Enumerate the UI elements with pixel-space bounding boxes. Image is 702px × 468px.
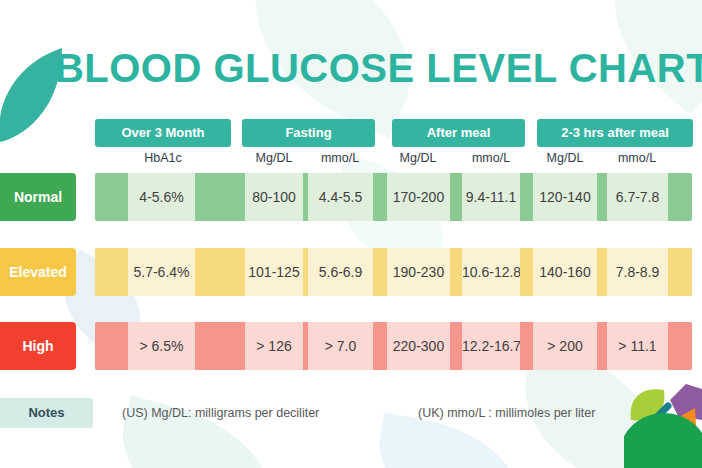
page-title: BLOOD GLUCOSE LEVEL CHART (55, 48, 702, 88)
table-row-normal: 4-5.6% 80-100 4.4-5.5 170-200 9.4-11.1 1… (95, 173, 692, 221)
row-separator (520, 322, 533, 370)
brand-logo (624, 384, 702, 468)
note-us-units: (US) Mg/DL: milligrams per deciliter (122, 405, 319, 421)
row-separator (95, 248, 128, 296)
column-header-over-3-month: Over 3 Month (95, 119, 231, 147)
column-header-2-3-hrs-after-meal: 2-3 hrs after meal (537, 119, 693, 147)
table-row-high: > 6.5% > 126 > 7.0 220-300 12.2-16.7 > 2… (95, 322, 692, 370)
subheader-after-meal-mmol: mmo/L (451, 150, 531, 166)
cell-elevated-fasting-mgdl: 101-125 (245, 248, 303, 296)
cell-normal-23hrs-mgdl: 120-140 (533, 173, 597, 221)
cell-normal-hba1c: 4-5.6% (128, 173, 195, 221)
row-separator (597, 173, 607, 221)
subheader-hba1c: HbA1c (123, 150, 203, 166)
cell-normal-after-meal-mmol: 9.4-11.1 (462, 173, 520, 221)
cell-high-fasting-mgdl: > 126 (245, 322, 303, 370)
row-separator (668, 173, 692, 221)
cell-high-after-meal-mgdl: 220-300 (387, 322, 450, 370)
column-header-after-meal: After meal (392, 119, 525, 147)
cell-high-after-meal-mmol: 12.2-16.7 (462, 322, 520, 370)
cell-elevated-after-meal-mgdl: 190-230 (387, 248, 450, 296)
row-separator (373, 248, 387, 296)
cell-high-23hrs-mmol: > 11.1 (607, 322, 668, 370)
notes-label: Notes (0, 398, 93, 428)
row-separator (195, 248, 245, 296)
row-separator (520, 248, 533, 296)
cell-normal-fasting-mgdl: 80-100 (245, 173, 303, 221)
row-separator (95, 322, 128, 370)
subheader-23hrs-mgdl: Mg/DL (525, 150, 605, 166)
subheader-fasting-mmol: mmo/L (300, 150, 380, 166)
cell-high-fasting-mmol: > 7.0 (308, 322, 373, 370)
row-label-high: High (0, 322, 76, 370)
row-separator (668, 248, 692, 296)
cell-elevated-fasting-mmol: 5.6-6.9 (308, 248, 373, 296)
cell-elevated-23hrs-mgdl: 140-160 (533, 248, 597, 296)
row-separator (450, 173, 462, 221)
row-separator (597, 248, 607, 296)
cell-high-hba1c: > 6.5% (128, 322, 195, 370)
row-separator (450, 248, 462, 296)
row-separator (195, 322, 245, 370)
cell-high-23hrs-mgdl: > 200 (533, 322, 597, 370)
subheader-23hrs-mmol: mmo/L (597, 150, 677, 166)
row-separator (195, 173, 245, 221)
row-separator (520, 173, 533, 221)
note-uk-units: (UK) mmo/L : millimoles per liter (418, 405, 595, 421)
subheader-after-meal-mgdl: Mg/DL (378, 150, 458, 166)
row-separator (373, 322, 387, 370)
row-label-elevated: Elevated (0, 248, 76, 296)
column-header-fasting: Fasting (242, 119, 375, 147)
cell-elevated-after-meal-mmol: 10.6-12.8 (462, 248, 520, 296)
blood-glucose-chart-infographic: BLOOD GLUCOSE LEVEL CHART Over 3 Month F… (0, 0, 702, 468)
row-separator (373, 173, 387, 221)
cell-elevated-hba1c: 5.7-6.4% (128, 248, 195, 296)
cell-normal-after-meal-mgdl: 170-200 (387, 173, 450, 221)
row-label-normal: Normal (0, 173, 76, 221)
cell-normal-fasting-mmol: 4.4-5.5 (308, 173, 373, 221)
row-separator (668, 322, 692, 370)
cell-normal-23hrs-mmol: 6.7-7.8 (607, 173, 668, 221)
row-separator (450, 322, 462, 370)
cell-elevated-23hrs-mmol: 7.8-8.9 (607, 248, 668, 296)
table-row-elevated: 5.7-6.4% 101-125 5.6-6.9 190-230 10.6-12… (95, 248, 692, 296)
row-separator (95, 173, 128, 221)
row-separator (597, 322, 607, 370)
